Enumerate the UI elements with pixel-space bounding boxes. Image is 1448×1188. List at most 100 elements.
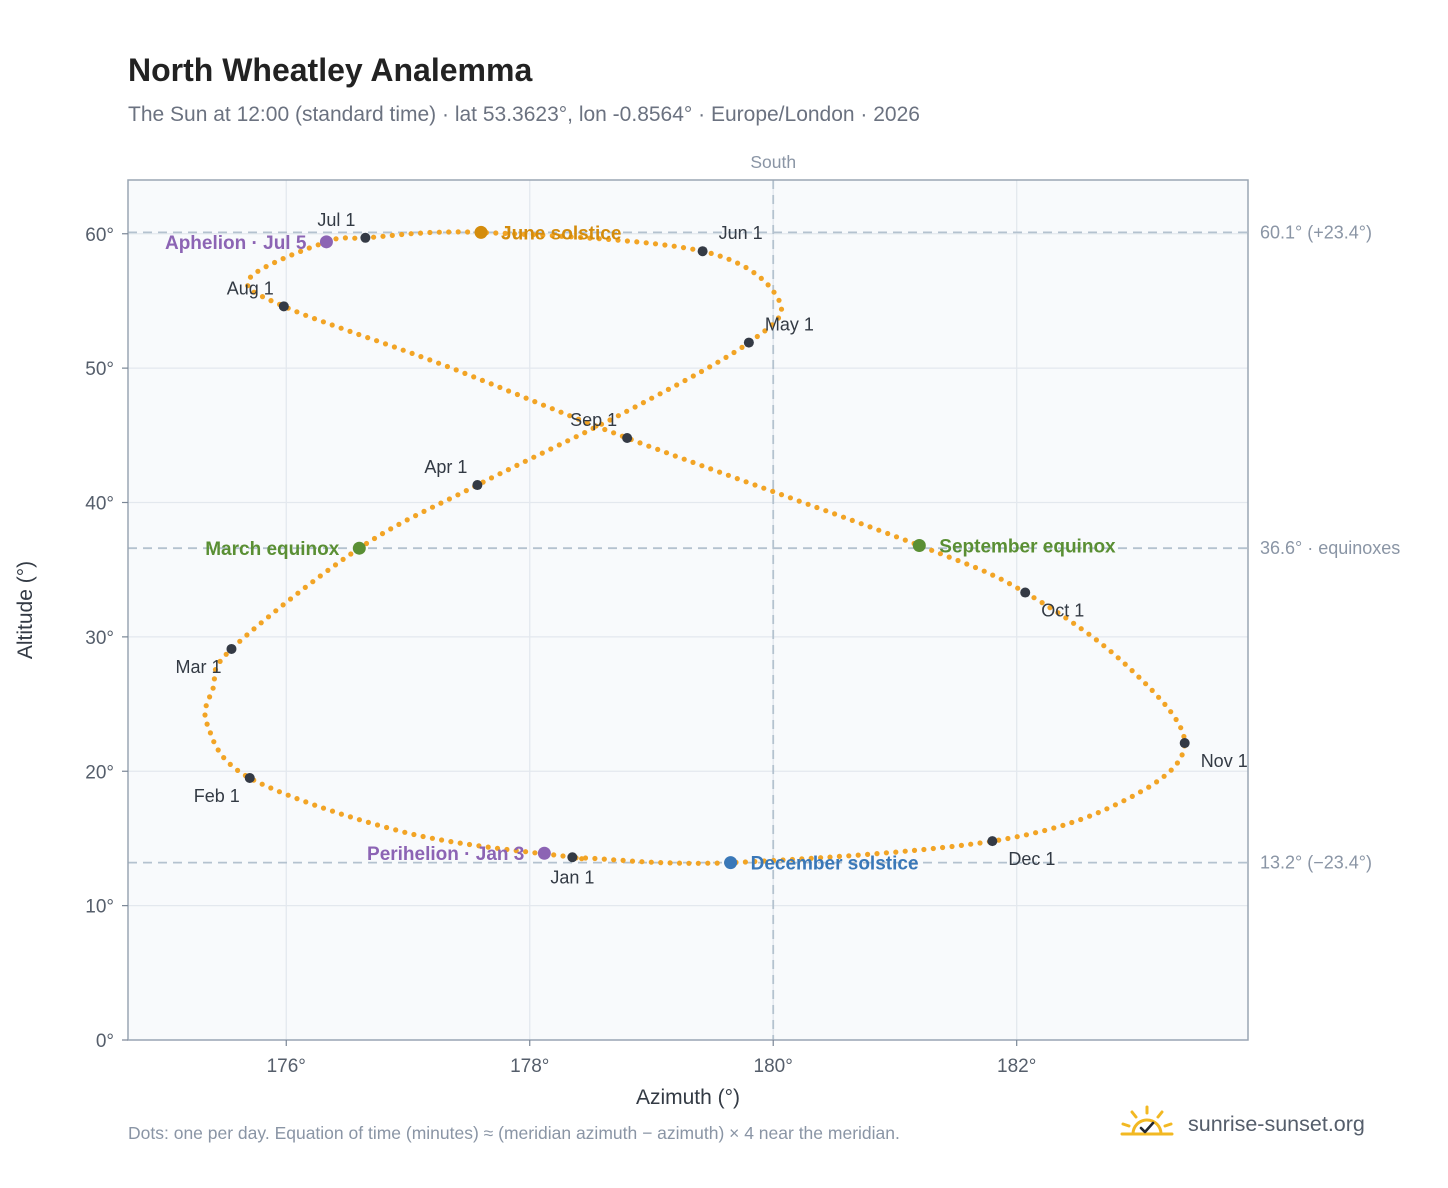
daily-sun-dot [556, 442, 562, 448]
daily-sun-dot [532, 850, 538, 856]
daily-sun-dot [699, 463, 705, 469]
daily-sun-dot [761, 485, 767, 491]
daily-sun-dot [567, 413, 573, 419]
event-label: September equinox [939, 537, 1116, 558]
daily-sun-dot [1006, 581, 1013, 587]
brand[interactable]: sunrise-sunset.org [1120, 1102, 1365, 1146]
month-marker-label: Jan 1 [550, 867, 594, 887]
reference-line-label: 36.6° · equinoxes [1260, 538, 1400, 558]
daily-sun-dot [379, 531, 386, 537]
daily-sun-dot [814, 504, 820, 511]
daily-sun-dot [1173, 716, 1179, 723]
daily-sun-dot [531, 454, 537, 460]
daily-sun-dot [320, 319, 326, 325]
daily-sun-dot [502, 230, 508, 236]
daily-sun-dot [317, 573, 323, 579]
daily-sun-dot [352, 235, 358, 241]
daily-sun-dot [964, 561, 970, 567]
daily-sun-dot [929, 547, 935, 553]
y-tick-label: 0° [96, 1031, 114, 1052]
daily-sun-dot [1069, 819, 1075, 826]
daily-sun-dot [676, 860, 683, 866]
daily-sun-dot [780, 857, 786, 863]
daily-sun-dot [429, 835, 435, 841]
plot-area [128, 180, 1248, 1040]
analemma-path [202, 229, 1188, 866]
plot-frame [127, 179, 1249, 1041]
daily-sun-dot [643, 240, 649, 246]
daily-sun-dot [1168, 709, 1174, 715]
daily-sun-dot [714, 860, 720, 866]
daily-sun-dot [930, 845, 936, 852]
daily-sun-dot [485, 844, 491, 850]
daily-sun-dot [1063, 615, 1069, 621]
daily-sun-dot [1087, 813, 1093, 819]
daily-sun-dot [827, 854, 833, 860]
daily-sun-dot [1162, 701, 1168, 708]
daily-sun-dot [413, 513, 419, 519]
daily-sun-dot [902, 537, 908, 543]
daily-sun-dot [672, 453, 678, 459]
daily-sun-dot [295, 590, 301, 596]
daily-sun-dot [1156, 694, 1162, 700]
y-tick-label: 40° [85, 494, 114, 515]
daily-sun-dot [593, 423, 599, 429]
daily-sun-dot [497, 471, 503, 477]
daily-sun-dot [632, 404, 638, 410]
daily-sun-dot [436, 229, 442, 235]
reference-line-label: 60.1° (+23.4°) [1260, 222, 1372, 242]
daily-sun-dot [667, 860, 673, 866]
daily-sun-dot [758, 275, 764, 281]
month-marker-label: Oct 1 [1041, 601, 1084, 621]
daily-sun-dot [1143, 681, 1149, 687]
daily-sun-dot [637, 440, 643, 446]
daily-sun-dot [855, 852, 861, 858]
daily-sun-dot [596, 236, 602, 242]
daily-sun-dot [259, 294, 266, 300]
daily-sun-dot [227, 761, 233, 768]
daily-sun-dot [303, 312, 309, 318]
daily-sun-dot [990, 572, 996, 578]
daily-sun-dot [1078, 626, 1084, 632]
daily-sun-dot [393, 827, 399, 833]
daily-sun-dot [548, 446, 554, 452]
daily-sun-dot [789, 856, 796, 863]
daily-sun-dot [389, 232, 395, 238]
daily-sun-dot [251, 626, 257, 632]
daily-sun-dot [778, 306, 785, 312]
event-label: March equinox [205, 539, 340, 560]
daily-sun-dot [356, 331, 362, 338]
daily-sun-dot [532, 399, 538, 405]
daily-sun-dot [743, 264, 749, 271]
daily-sun-dot [680, 245, 687, 251]
y-tick-label: 30° [85, 628, 114, 649]
daily-sun-dot [494, 845, 501, 851]
daily-sun-dot [955, 557, 961, 564]
daily-sun-dot [968, 841, 974, 847]
daily-sun-dot [221, 755, 227, 761]
daily-sun-dot [1181, 733, 1187, 740]
daily-sun-dot [289, 252, 295, 258]
daily-sun-dot [497, 384, 503, 390]
daily-sun-dot [237, 638, 243, 644]
daily-sun-dot [940, 844, 946, 851]
daily-sun-dot [1108, 649, 1114, 655]
daily-sun-dot [204, 721, 210, 727]
month-marker-label: May 1 [765, 315, 814, 335]
y-axis-label: Altitude (°) [14, 561, 37, 659]
daily-sun-dot [356, 817, 362, 823]
daily-sun-dot [805, 501, 811, 507]
daily-sun-dot [624, 238, 631, 244]
daily-sun-dot [523, 849, 529, 855]
daily-sun-dot [648, 859, 654, 865]
daily-sun-dot [418, 354, 424, 360]
x-axis-label: Azimuth (°) [636, 1086, 740, 1109]
month-marker-label: Dec 1 [1008, 849, 1055, 869]
daily-sun-dot [540, 402, 547, 408]
daily-sun-dot [998, 576, 1004, 582]
daily-sun-dot [662, 242, 668, 248]
daily-sun-dot [771, 857, 777, 864]
daily-sun-dot [776, 297, 782, 303]
month-marker-label: Nov 1 [1201, 751, 1248, 771]
daily-sun-dot [949, 843, 955, 850]
